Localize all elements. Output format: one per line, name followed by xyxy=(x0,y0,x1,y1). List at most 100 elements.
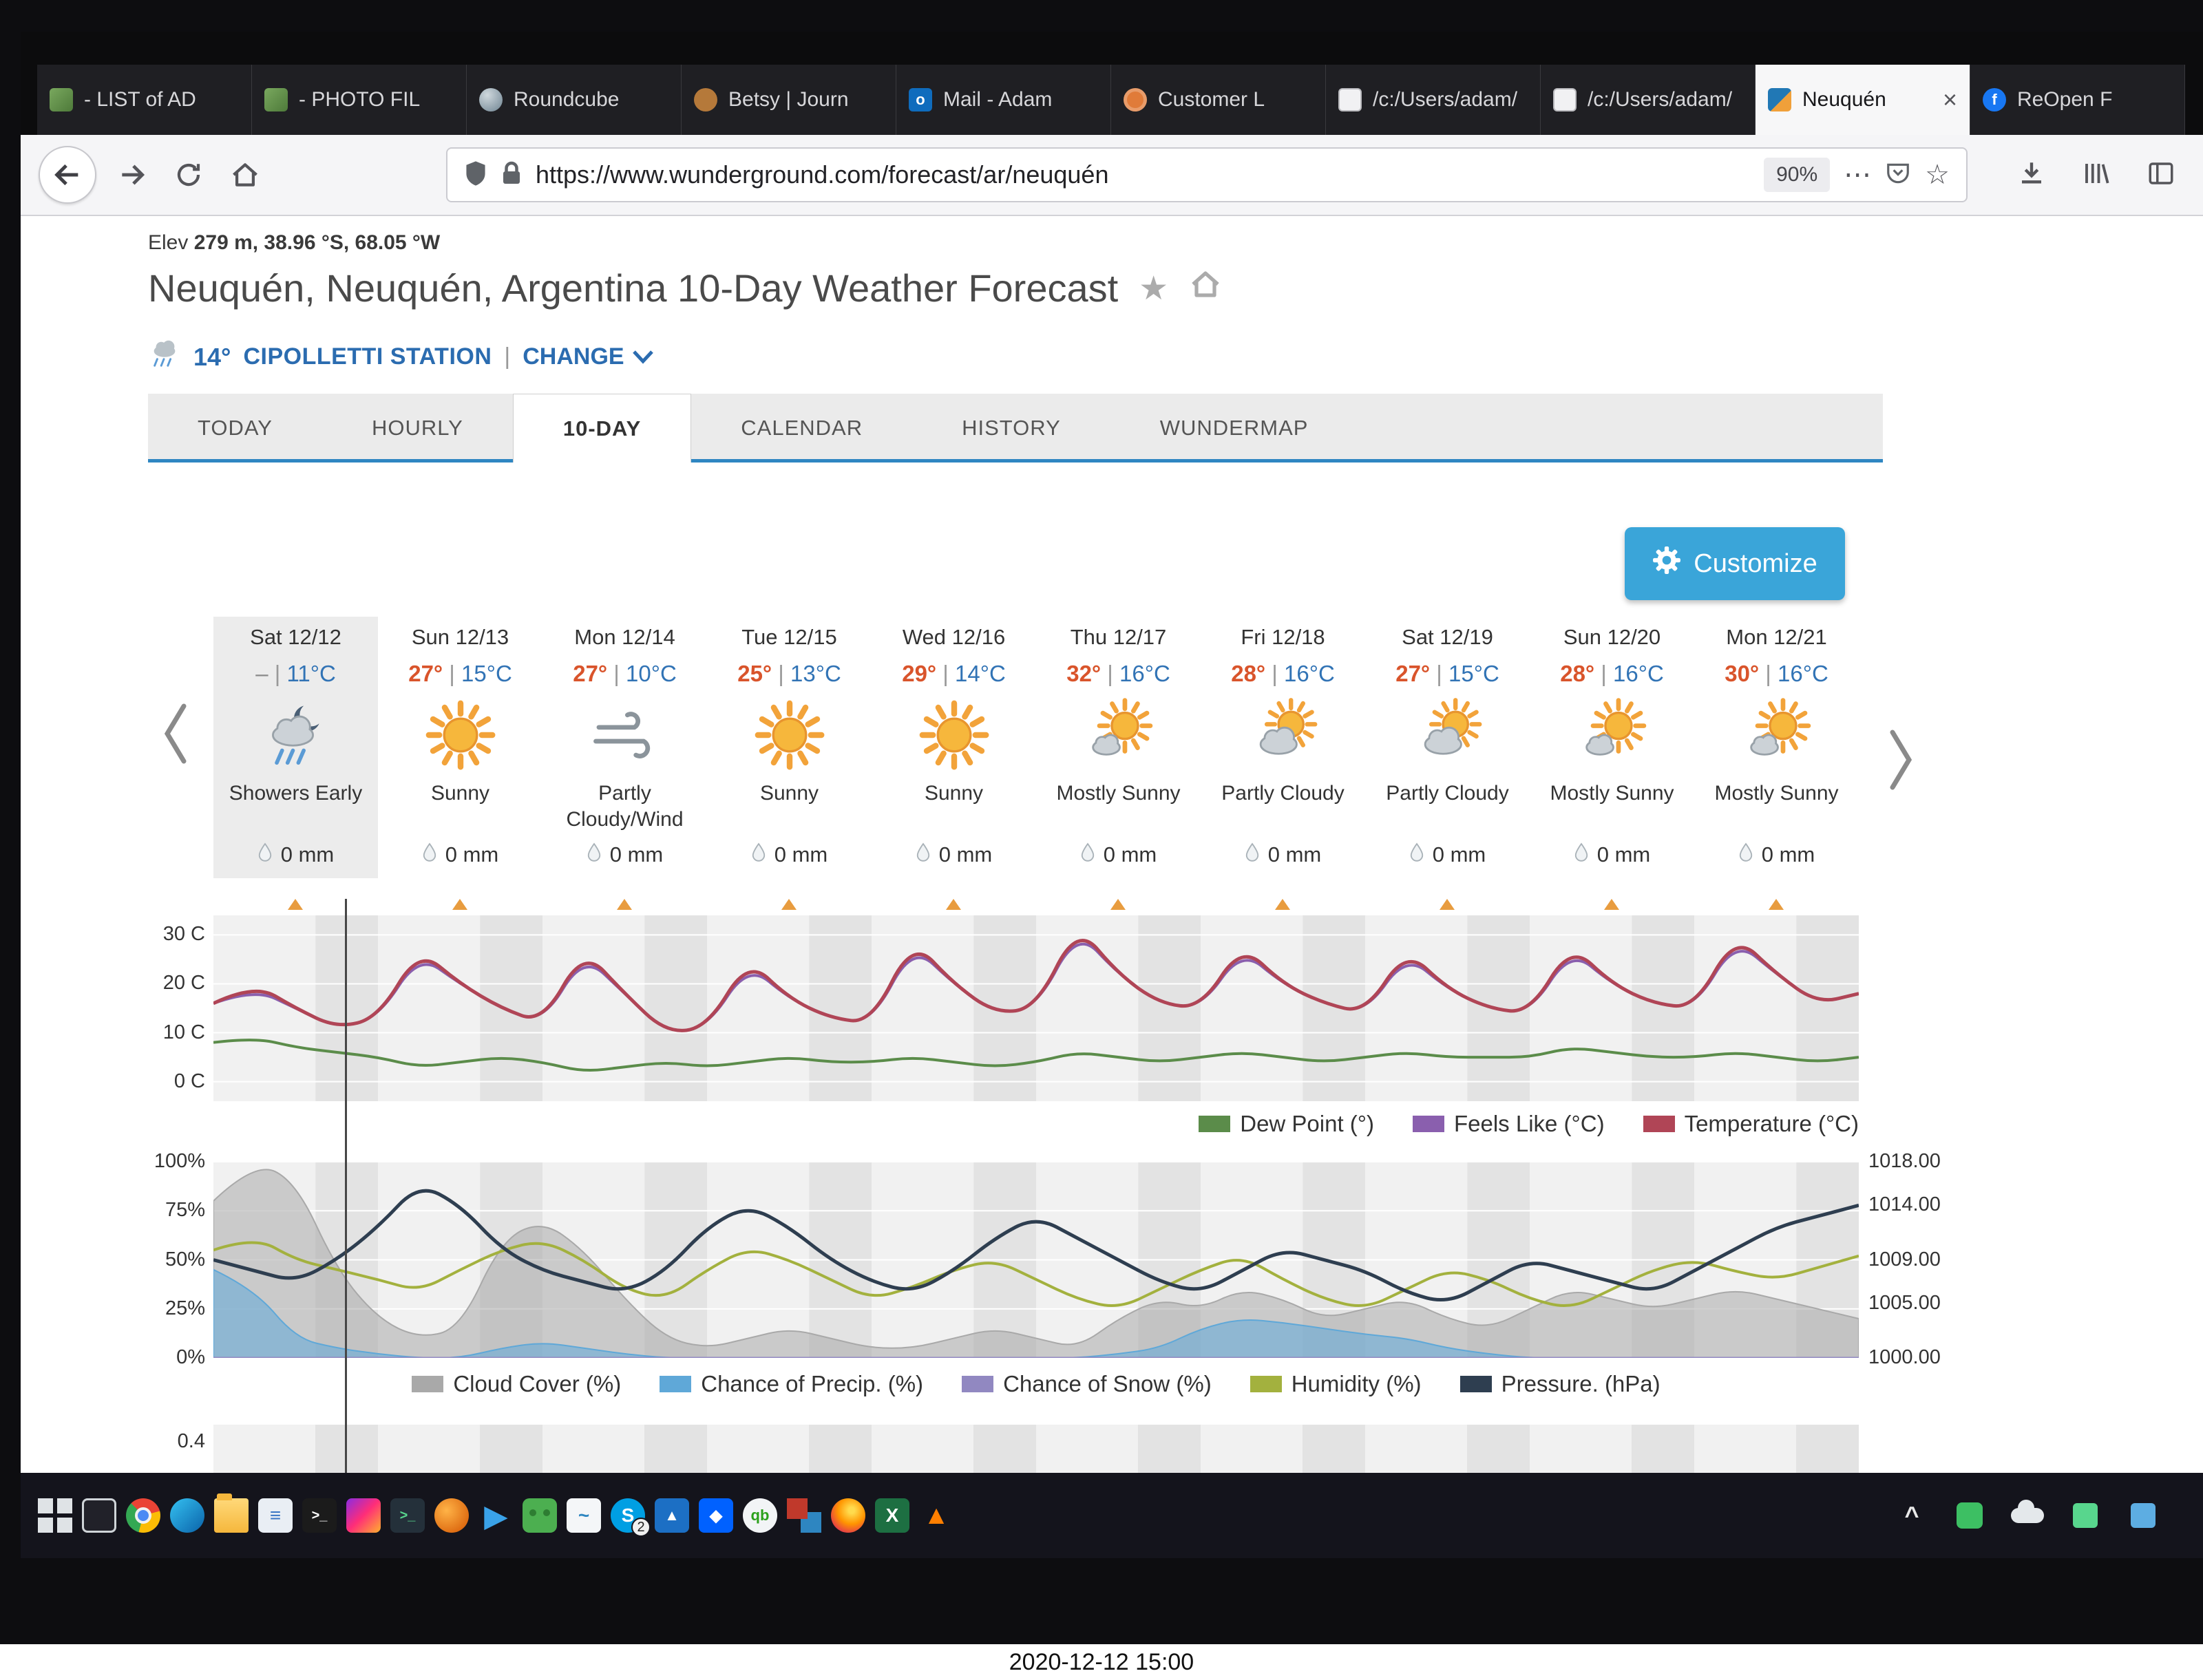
current-time-cursor[interactable] xyxy=(345,899,347,1473)
axis-tick-label: 30 C xyxy=(162,923,205,945)
nav-tab-calendar[interactable]: CALENDAR xyxy=(741,416,863,440)
forecast-date: Wed 12/16 xyxy=(902,625,1006,649)
vpn-status-icon[interactable] xyxy=(2068,1498,2102,1533)
dropbox-icon[interactable]: ◆ xyxy=(699,1498,733,1533)
start-button[interactable] xyxy=(38,1498,72,1533)
vlc-icon[interactable]: ▲ xyxy=(923,1500,949,1530)
command-prompt-icon[interactable]: >_ xyxy=(302,1498,337,1533)
nav-tab-10-day[interactable]: 10-DAY xyxy=(512,394,692,462)
legend-item[interactable]: Humidity (%) xyxy=(1250,1371,1422,1397)
pocket-icon[interactable] xyxy=(1885,160,1911,190)
forecast-day-column[interactable]: Tue 12/15 25° | 13°C Sunny 0 mm xyxy=(707,617,872,878)
design-app-icon[interactable] xyxy=(346,1498,381,1533)
forecast-day-column[interactable]: Sun 12/13 27° | 15°C Sunny 0 mm xyxy=(378,617,542,878)
forward-button[interactable] xyxy=(112,154,153,195)
legend-label: Pressure. (hPa) xyxy=(1501,1371,1661,1396)
zoom-indicator[interactable]: 90% xyxy=(1764,158,1831,192)
tab-close-icon[interactable]: × xyxy=(1942,85,1957,114)
legend-item[interactable]: Temperature (°C) xyxy=(1643,1111,1859,1137)
nav-tab-hourly[interactable]: HOURLY xyxy=(371,416,463,440)
firefox-icon[interactable] xyxy=(831,1498,865,1533)
page-actions-icon[interactable]: ⋯ xyxy=(1844,160,1872,190)
high-temperature: 25° xyxy=(737,661,772,686)
browser-toolbar: https://www.wunderground.com/forecast/ar… xyxy=(21,135,2203,216)
remote-desktop-icon[interactable] xyxy=(787,1498,821,1533)
downloads-icon[interactable] xyxy=(2017,159,2046,191)
lock-icon[interactable] xyxy=(501,161,522,189)
legend-item[interactable]: Dew Point (°) xyxy=(1199,1111,1374,1137)
high-temperature: 29° xyxy=(902,661,937,686)
scroll-right-chevron-icon[interactable] xyxy=(1888,728,1914,797)
nav-tab-history[interactable]: HISTORY xyxy=(962,416,1061,440)
set-home-icon[interactable] xyxy=(1189,268,1222,309)
browser-tab[interactable]: Roundcube xyxy=(467,65,682,135)
browser-tab[interactable]: Neuquén × xyxy=(1756,65,1970,135)
low-temperature: 15°C xyxy=(461,661,512,686)
forecast-day-column[interactable]: Fri 12/18 28° | 16°C Partly Cloudy 0 mm xyxy=(1201,617,1365,878)
chrome-icon[interactable] xyxy=(126,1498,160,1533)
excel-icon[interactable]: X xyxy=(875,1498,909,1533)
browser-tab[interactable]: - LIST of AD xyxy=(37,65,252,135)
forecast-day-column[interactable]: Wed 12/16 29° | 14°C Sunny 0 mm xyxy=(872,617,1036,878)
day-marker-icon xyxy=(1110,899,1126,910)
home-button[interactable] xyxy=(224,154,266,195)
reload-button[interactable] xyxy=(168,154,209,195)
forecast-day-column[interactable]: Sun 12/20 28° | 16°C Mostly Sunny 0 mm xyxy=(1530,617,1694,878)
journal-icon xyxy=(694,88,717,111)
url-bar[interactable]: https://www.wunderground.com/forecast/ar… xyxy=(446,147,1968,202)
forecast-day-column[interactable]: Sat 12/19 27° | 15°C Partly Cloudy 0 mm xyxy=(1365,617,1530,878)
task-view-icon[interactable] xyxy=(82,1498,116,1533)
condition-label: Partly Cloudy/Wind xyxy=(566,782,684,831)
bookmark-star-icon[interactable]: ☆ xyxy=(1925,160,1950,190)
scroll-left-chevron-icon[interactable] xyxy=(162,702,189,771)
windows-taskbar: ≡ >_ >_ ▶ ~ S 2 ▲ ◆ qb X xyxy=(21,1473,2203,1558)
easybcd-icon[interactable] xyxy=(434,1498,469,1533)
library-icon[interactable] xyxy=(2082,159,2111,191)
task-manager-icon[interactable]: ~ xyxy=(567,1498,601,1533)
browser-tab[interactable]: o Mail - Adam xyxy=(896,65,1111,135)
browser-tab[interactable]: Customer L xyxy=(1111,65,1326,135)
precip-amount: 0 mm xyxy=(938,842,993,866)
forecast-day-column[interactable]: Sat 12/12 – | 11°C Showers Early 0 mm xyxy=(213,617,378,878)
url-text[interactable]: https://www.wunderground.com/forecast/ar… xyxy=(536,160,1109,189)
browser-tab[interactable]: - PHOTO FIL xyxy=(252,65,467,135)
temperature-chart xyxy=(213,915,1859,1101)
pia-tray-icon[interactable] xyxy=(1952,1498,1987,1533)
legend-item[interactable]: Chance of Snow (%) xyxy=(962,1371,1212,1397)
forecast-date: Mon 12/21 xyxy=(1726,625,1827,649)
edge-icon[interactable] xyxy=(170,1498,204,1533)
customize-button[interactable]: Customize xyxy=(1625,527,1845,600)
back-button[interactable] xyxy=(39,146,96,204)
skype-icon[interactable]: S 2 xyxy=(611,1498,651,1537)
browser-tab[interactable]: /c:/Users/adam/ xyxy=(1541,65,1756,135)
notes-icon[interactable]: ≡ xyxy=(258,1498,293,1533)
sidebar-icon[interactable] xyxy=(2147,159,2175,191)
forecast-day-column[interactable]: Thu 12/17 32° | 16°C Mostly Sunny 0 mm xyxy=(1036,617,1201,878)
forecast-day-column[interactable]: Mon 12/21 30° | 16°C Mostly Sun­ny 0 mm xyxy=(1694,617,1859,878)
terminal-icon[interactable]: >_ xyxy=(390,1498,425,1533)
forecast-day-column[interactable]: Mon 12/14 27° | 10°C Partly Cloudy/Wind … xyxy=(542,617,707,878)
browser-tab[interactable]: Betsy | Journ xyxy=(682,65,896,135)
wunderground-icon xyxy=(1768,88,1791,111)
favorite-star-icon[interactable]: ★ xyxy=(1139,270,1169,307)
browser-tab[interactable]: f ReOpen F xyxy=(1970,65,2185,135)
nav-tab-wundermap[interactable]: WUNDERMAP xyxy=(1159,416,1309,440)
legend-item[interactable]: Cloud Cover (%) xyxy=(412,1371,621,1397)
nav-tab-today[interactable]: TODAY xyxy=(198,416,273,440)
photos-icon[interactable]: ▲ xyxy=(655,1498,689,1533)
legend-item[interactable]: Feels Like (°C) xyxy=(1412,1111,1605,1137)
quickbooks-icon[interactable]: qb xyxy=(743,1498,777,1533)
low-temperature: 15°C xyxy=(1448,661,1499,686)
file-explorer-icon[interactable] xyxy=(214,1493,249,1533)
media-player-icon[interactable]: ▶ xyxy=(484,1499,507,1532)
legend-item[interactable]: Chance of Precip. (%) xyxy=(660,1371,923,1397)
pia-vpn-icon[interactable] xyxy=(523,1498,557,1533)
network-icon[interactable] xyxy=(2126,1498,2160,1533)
change-station-link[interactable]: CHANGE xyxy=(523,343,654,370)
shield-icon[interactable] xyxy=(464,160,487,190)
onedrive-icon[interactable] xyxy=(2010,1498,2045,1533)
browser-tab[interactable]: /c:/Users/adam/ xyxy=(1326,65,1541,135)
tray-chevron-icon[interactable]: ^ xyxy=(1904,1501,1919,1529)
axis-tick-label: 1018.00 xyxy=(1868,1150,1941,1172)
legend-item[interactable]: Pressure. (hPa) xyxy=(1459,1371,1661,1397)
